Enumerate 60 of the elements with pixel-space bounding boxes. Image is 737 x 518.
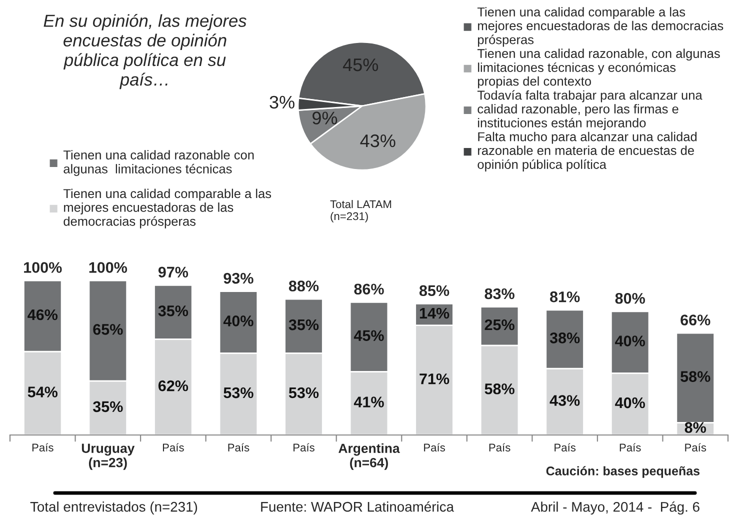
total-label: 88% <box>288 280 319 292</box>
legend-label: Falta mucho para alcanzar una calidad razonable en materia de encuestas de opinión pública política <box>478 132 697 172</box>
x-tick-label: Argentina (n=64) <box>338 443 400 470</box>
data-label: 53% <box>224 387 254 398</box>
total-label: 81% <box>550 291 580 302</box>
x-tick-label: País <box>162 443 184 452</box>
total-label: 100% <box>89 262 128 273</box>
total-label: 97% <box>158 266 188 278</box>
x-tick-label: País <box>424 443 445 452</box>
legend-label: Tienen una calidad comparable a las mejores encuestadoras de las democracias prósperas <box>477 7 724 47</box>
x-tick-label: País <box>685 443 706 452</box>
total-label: 80% <box>615 292 645 304</box>
data-label: 43% <box>550 395 580 406</box>
x-tick-label: País <box>294 443 314 452</box>
x-tick-label: Uruguay (n=23) <box>82 444 135 470</box>
x-tick-label: País <box>32 443 54 452</box>
total-label: 66% <box>680 314 710 326</box>
x-tick-label: País <box>620 443 641 452</box>
data-label: 40% <box>615 336 645 346</box>
total-label: 83% <box>484 288 514 300</box>
x-tick-label: País <box>489 443 510 452</box>
text: Total entrevistados (n=231) <box>30 502 198 514</box>
x-tick-label: País <box>228 443 250 452</box>
text: Abril - Mayo, 2014 - Pág. 6 <box>530 501 700 515</box>
data-label: 58% <box>680 371 710 382</box>
data-label: 46% <box>28 309 58 320</box>
data-label: 40% <box>615 397 645 408</box>
data-label: 8% <box>684 422 706 433</box>
legend-label: Todavía falta trabajar para alcanzar una calidad razonable, pero las firmas e instituciones están mejorando <box>477 90 702 130</box>
data-label: 35% <box>92 401 123 412</box>
total-label: 100% <box>24 262 62 273</box>
text: Total LATAM (n=231) <box>330 200 392 222</box>
data-label: 45% <box>342 58 378 72</box>
data-label: 38% <box>550 332 580 344</box>
data-label: 43% <box>360 134 396 148</box>
data-label: 41% <box>354 396 384 408</box>
legend-label: Tienen una calidad razonable, con algunas limitaciones técnicas y económicas propias del contexto <box>477 48 720 88</box>
data-label: 54% <box>28 386 58 398</box>
data-label: 62% <box>158 380 188 392</box>
data-label: 25% <box>484 319 514 330</box>
data-label: 71% <box>420 373 450 384</box>
total-label: 85% <box>419 285 450 296</box>
data-label: 58% <box>484 383 514 394</box>
total-label: 86% <box>354 284 384 295</box>
text: En su opinión, las mejores encuestas de opinión pública política en su país… <box>44 14 246 90</box>
source-note: Fuente: WAPOR Latinoamérica <box>261 501 454 512</box>
data-label: 65% <box>93 324 123 335</box>
total-label: 93% <box>224 272 254 284</box>
data-label: 35% <box>158 305 188 316</box>
data-label: 9% <box>312 112 338 124</box>
data-label: 53% <box>288 387 319 398</box>
data-label: 14% <box>420 308 450 319</box>
data-label: 40% <box>223 316 254 326</box>
data-label: 35% <box>288 319 319 330</box>
data-label: 45% <box>354 330 384 342</box>
text: Caución: bases pequeñas <box>546 466 700 478</box>
data-label: 3% <box>270 96 294 109</box>
legend-label: Tienen una calidad razonable con algunas limitaciones técnicas <box>63 150 254 176</box>
legend-label: Tienen una calidad comparable a las mejores encuestadoras de las democracias prósperas <box>63 188 272 228</box>
x-tick-label: País <box>554 443 576 452</box>
